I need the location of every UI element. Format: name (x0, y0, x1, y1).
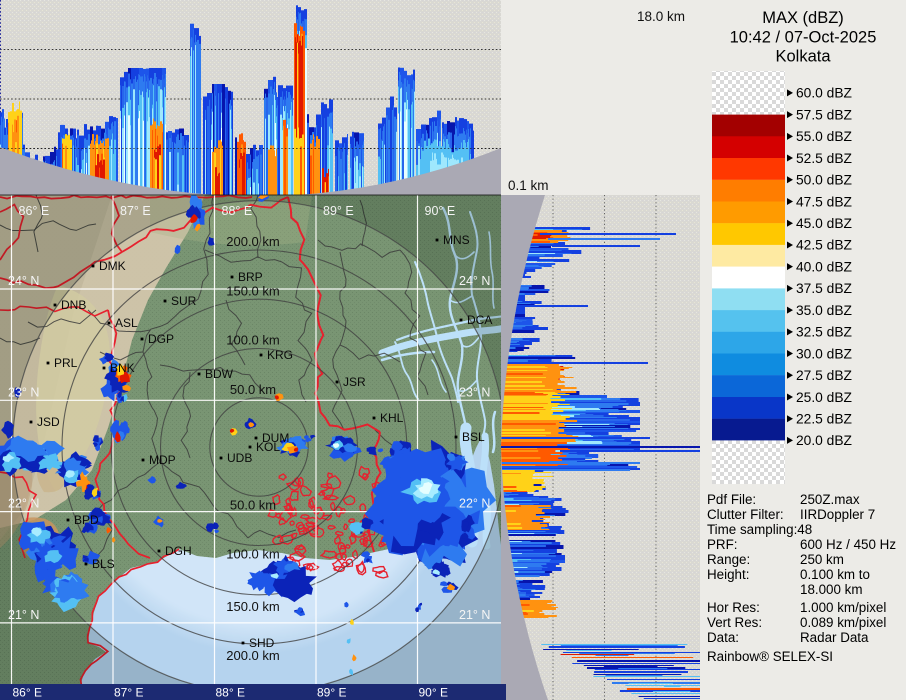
svg-text:18.0 km: 18.0 km (637, 9, 685, 24)
svg-text:Height:: Height: (707, 567, 749, 582)
svg-text:89° E: 89° E (323, 204, 354, 218)
svg-text:23° N: 23° N (8, 385, 39, 399)
svg-text:250Z.max: 250Z.max (800, 492, 860, 507)
svg-text:50.0 dBZ: 50.0 dBZ (796, 173, 852, 188)
svg-text:100.0 km: 100.0 km (226, 333, 279, 348)
svg-text:Rainbow® SELEX-SI: Rainbow® SELEX-SI (707, 649, 833, 664)
svg-text:Pdf File:: Pdf File: (707, 492, 756, 507)
svg-text:SHD: SHD (249, 636, 275, 650)
svg-text:BPD: BPD (74, 513, 99, 527)
svg-text:30.0 dBZ: 30.0 dBZ (796, 346, 852, 361)
svg-text:KOL: KOL (256, 440, 280, 454)
svg-text:100.0 km: 100.0 km (226, 547, 279, 562)
svg-text:60.0 dBZ: 60.0 dBZ (796, 86, 852, 101)
svg-text:BLS: BLS (92, 557, 115, 571)
svg-text:24° N: 24° N (459, 274, 490, 288)
svg-text:600 Hz / 450 Hz: 600 Hz / 450 Hz (800, 537, 896, 552)
svg-text:BRP: BRP (238, 270, 263, 284)
svg-text:DMK: DMK (99, 259, 126, 273)
svg-text:Vert Res:: Vert Res: (707, 615, 762, 630)
svg-text:87° E: 87° E (120, 204, 151, 218)
svg-text:150.0 km: 150.0 km (226, 283, 279, 298)
svg-text:PRF:: PRF: (707, 537, 738, 552)
svg-text:86° E: 86° E (13, 686, 42, 700)
svg-text:86° E: 86° E (19, 204, 50, 218)
svg-text:Range:: Range: (707, 552, 750, 567)
svg-text:88° E: 88° E (216, 686, 245, 700)
svg-text:35.0 dBZ: 35.0 dBZ (796, 303, 852, 318)
svg-text:KHL: KHL (380, 411, 404, 425)
svg-text:1.000 km/pixel: 1.000 km/pixel (800, 600, 886, 615)
svg-text:MNS: MNS (443, 233, 470, 247)
svg-text:22° N: 22° N (459, 497, 490, 511)
svg-text:88° E: 88° E (222, 204, 253, 218)
svg-text:21° N: 21° N (459, 608, 490, 622)
svg-text:89° E: 89° E (317, 686, 346, 700)
svg-text:DUM: DUM (262, 431, 289, 445)
svg-text:0.100 km to: 0.100 km to (800, 567, 870, 582)
svg-text:32.5 dBZ: 32.5 dBZ (796, 325, 852, 340)
svg-text:Data:: Data: (707, 630, 739, 645)
svg-text:DGH: DGH (165, 544, 192, 558)
svg-text:18.000 km: 18.000 km (800, 582, 863, 597)
svg-text:22.5 dBZ: 22.5 dBZ (796, 412, 852, 427)
svg-text:42.5 dBZ: 42.5 dBZ (796, 238, 852, 253)
svg-text:22° N: 22° N (8, 497, 39, 511)
svg-text:UDB: UDB (227, 451, 252, 465)
svg-text:DNB: DNB (61, 298, 86, 312)
svg-text:BSL: BSL (462, 430, 485, 444)
svg-text:MAX (dBZ): MAX (dBZ) (762, 9, 844, 27)
svg-text:37.5 dBZ: 37.5 dBZ (796, 281, 852, 296)
svg-text:PRL: PRL (54, 356, 78, 370)
svg-text:90° E: 90° E (425, 204, 456, 218)
svg-text:24° N: 24° N (8, 274, 39, 288)
svg-text:50.0 km: 50.0 km (230, 382, 276, 397)
svg-text:200.0 km: 200.0 km (226, 648, 279, 663)
svg-text:52.5 dBZ: 52.5 dBZ (796, 151, 852, 166)
svg-text:200.0 km: 200.0 km (226, 234, 279, 249)
svg-text:90° E: 90° E (419, 686, 448, 700)
svg-text:0.1 km: 0.1 km (508, 178, 549, 193)
svg-text:40.0 dBZ: 40.0 dBZ (796, 260, 852, 275)
svg-text:20.0 dBZ: 20.0 dBZ (796, 433, 852, 448)
svg-text:45.0 dBZ: 45.0 dBZ (796, 216, 852, 231)
svg-text:DGP: DGP (148, 332, 174, 346)
svg-text:Kolkata: Kolkata (775, 48, 831, 66)
svg-text:MDP: MDP (149, 453, 176, 467)
svg-text:BNK: BNK (110, 361, 135, 375)
svg-text:KRG: KRG (267, 348, 293, 362)
svg-text:Radar Data: Radar Data (800, 630, 869, 645)
svg-text:Time sampling:48: Time sampling:48 (707, 522, 812, 537)
svg-text:10:42 / 07-Oct-2025: 10:42 / 07-Oct-2025 (730, 29, 877, 47)
svg-text:150.0 km: 150.0 km (226, 599, 279, 614)
svg-text:23° N: 23° N (459, 385, 490, 399)
svg-text:IIRDoppler 7: IIRDoppler 7 (800, 507, 875, 522)
svg-text:Clutter Filter:: Clutter Filter: (707, 507, 784, 522)
svg-text:47.5 dBZ: 47.5 dBZ (796, 194, 852, 209)
svg-text:BDW: BDW (205, 367, 234, 381)
svg-text:0.089 km/pixel: 0.089 km/pixel (800, 615, 886, 630)
svg-text:ASL: ASL (115, 316, 138, 330)
svg-text:SUR: SUR (171, 294, 197, 308)
svg-text:27.5 dBZ: 27.5 dBZ (796, 368, 852, 383)
svg-text:21° N: 21° N (8, 608, 39, 622)
svg-text:Hor Res:: Hor Res: (707, 600, 760, 615)
svg-text:57.5 dBZ: 57.5 dBZ (796, 107, 852, 122)
svg-text:250 km: 250 km (800, 552, 844, 567)
svg-text:JSD: JSD (37, 415, 60, 429)
svg-text:25.0 dBZ: 25.0 dBZ (796, 390, 852, 405)
svg-text:55.0 dBZ: 55.0 dBZ (796, 129, 852, 144)
svg-text:DCA: DCA (467, 313, 492, 327)
svg-text:87° E: 87° E (114, 686, 143, 700)
svg-text:JSR: JSR (343, 375, 366, 389)
svg-text:50.0 km: 50.0 km (230, 497, 276, 512)
